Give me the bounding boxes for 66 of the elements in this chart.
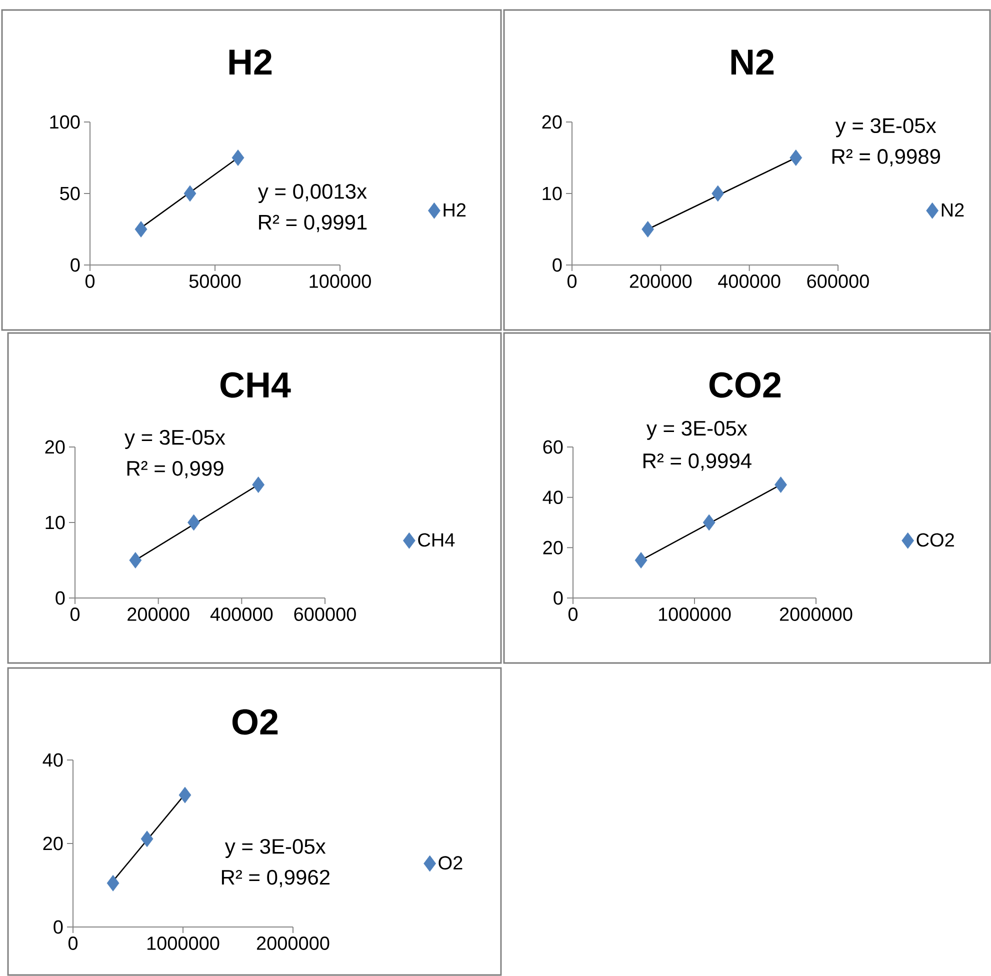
chart-title: N2 — [731, 49, 774, 75]
point — [232, 150, 244, 166]
y-tick-label: 40 — [542, 490, 563, 504]
y-tick-label: 0 — [54, 920, 63, 934]
chart-title: CO2 — [709, 372, 781, 398]
legend-label: CO2 — [916, 533, 954, 547]
point — [634, 552, 648, 568]
y-tick-label: 50 — [60, 186, 80, 200]
point — [790, 150, 802, 166]
point — [252, 476, 265, 493]
x-tick-label: 1000000 — [658, 608, 731, 621]
annotation: R² = 0,9962 — [222, 870, 330, 888]
y-tick-label: 0 — [552, 258, 562, 272]
chart-title: CH4 — [220, 372, 291, 398]
x-tick-label: 100000 — [310, 274, 371, 288]
y-tick-label: 60 — [543, 440, 563, 454]
y-tick-label: 20 — [43, 836, 63, 850]
legend-label: H2 — [444, 203, 466, 217]
y-tick-label: 20 — [45, 440, 65, 454]
point — [774, 476, 787, 493]
point — [642, 221, 654, 238]
y-tick-label: 0 — [554, 591, 563, 605]
y-tick-label: 20 — [543, 540, 563, 554]
x-tick-label: 2000000 — [256, 936, 330, 950]
x-tick-label: 200000 — [630, 274, 692, 288]
chart-title: O2 — [232, 709, 278, 735]
annotation: y = 3E-05x — [124, 430, 226, 449]
legend-label: N2 — [942, 203, 964, 217]
annotation: R² = 0,999 — [127, 460, 224, 478]
point — [188, 514, 200, 531]
x-tick-label: 50000 — [189, 274, 241, 288]
x-tick-label: 1000000 — [147, 936, 220, 950]
point — [106, 874, 120, 892]
point — [702, 514, 716, 531]
annotation: y = 3E-05x — [224, 838, 326, 858]
point — [712, 185, 724, 202]
y-tick-label: 10 — [542, 186, 562, 200]
y-tick-label: 40 — [42, 753, 63, 767]
chart-title: H2 — [229, 49, 272, 75]
annotation: R² = 0,9989 — [832, 149, 940, 166]
annotation: R² = 0,9991 — [259, 214, 367, 232]
x-tick-label: 0 — [567, 274, 577, 288]
point — [140, 830, 154, 848]
x-tick-label: 600000 — [807, 274, 869, 288]
x-tick-label: 600000 — [294, 608, 356, 621]
text: y = 3E-05x — [646, 420, 748, 440]
point — [184, 185, 196, 202]
x-tick-label: 0 — [85, 274, 95, 288]
y-tick-label: 0 — [70, 258, 80, 272]
y-tick-label: 0 — [56, 591, 65, 605]
y-tick-label: 100 — [50, 115, 80, 129]
annotation: y = 0,0013x — [258, 184, 367, 203]
point — [134, 221, 148, 238]
x-tick-label: 200000 — [128, 608, 190, 621]
y-tick-label: 10 — [46, 516, 65, 530]
x-tick-label: 400000 — [718, 274, 780, 288]
point — [129, 552, 142, 568]
x-tick-label: 0 — [568, 608, 578, 621]
annotation: y = 3E-05x — [835, 118, 936, 138]
annotation: R² = 0,9994 — [643, 453, 752, 471]
x-tick-label: 2000000 — [780, 608, 852, 621]
y-tick-label: 20 — [542, 115, 562, 129]
legend-label: CH4 — [418, 533, 455, 547]
point — [178, 786, 192, 804]
x-tick-label: 400000 — [210, 608, 273, 621]
legend-label: O2 — [438, 856, 462, 870]
